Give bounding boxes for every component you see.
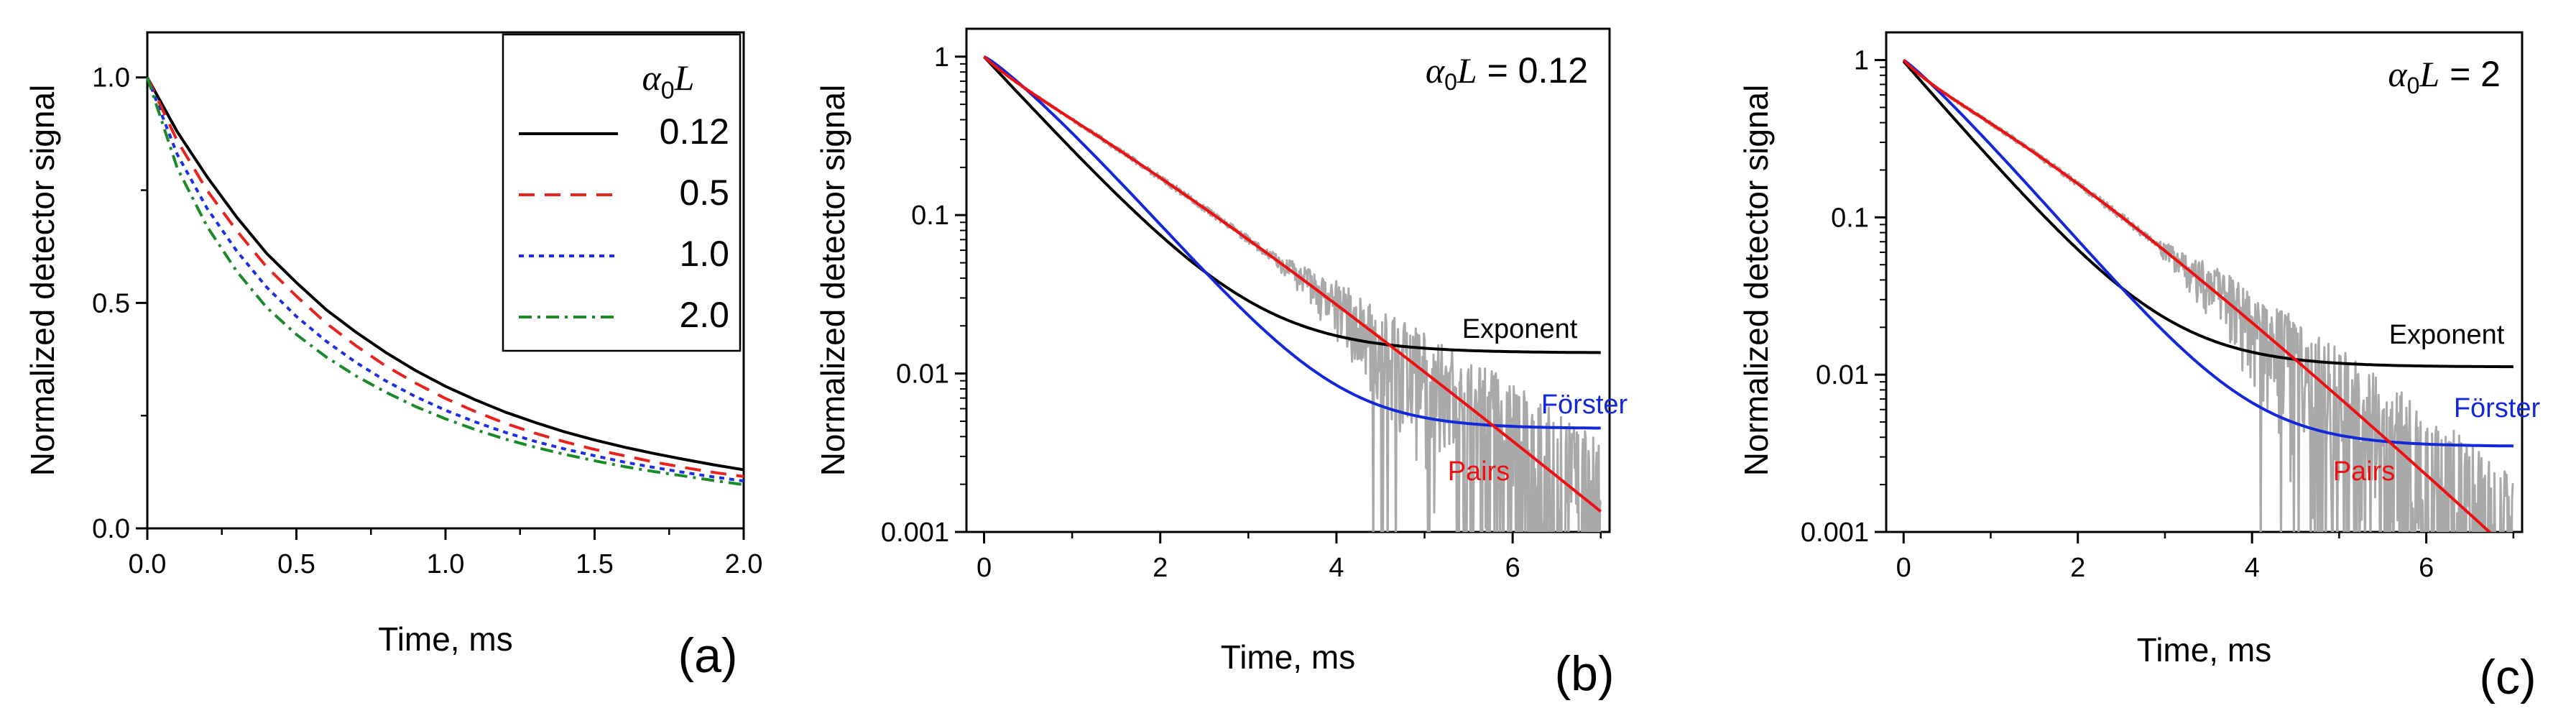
y-axis-label: Normalized detector signal (1737, 85, 1775, 477)
y-tick-label: 0.0 (92, 514, 130, 544)
legend: α0L 0.12 0.5 1.0 2.0 (502, 33, 742, 352)
y-tick-label: 0.1 (911, 201, 949, 231)
x-tick-label: 2 (1153, 553, 1168, 583)
x-tick-label: 1.0 (427, 549, 465, 579)
legend-label: 1.0 (679, 234, 729, 274)
plot-area (983, 55, 1602, 532)
series-line-Exponent (1902, 60, 2513, 369)
x-tick-label: 4 (2245, 553, 2260, 583)
x-tick-label: 0 (977, 553, 992, 583)
y-tick-label: 0.001 (1801, 518, 1869, 548)
annotation-symbol: α (2388, 54, 2408, 94)
legend-item: 0.12 (519, 111, 729, 152)
plot-frame (965, 27, 1611, 533)
plot-frame (1885, 31, 2524, 533)
annotation-value: = 2 (2439, 54, 2501, 94)
x-tick-label: 6 (1505, 553, 1520, 583)
y-tick-label: 0.01 (896, 359, 949, 390)
annotation: α0L = 0.12 (1426, 50, 1588, 95)
legend-label: 2.0 (679, 295, 729, 335)
curve-label-Pairs: Pairs (1448, 456, 1510, 487)
y-tick-label: 0.001 (881, 518, 949, 548)
series-line-0.12 (146, 76, 744, 472)
series-line-Pairs (983, 55, 1602, 513)
panel-label: (b) (1554, 646, 1614, 701)
annotation-value: = 0.12 (1477, 50, 1588, 91)
series-line-Exponent (983, 55, 1601, 354)
legend-label: 0.5 (679, 173, 729, 213)
legend-title: α0L (642, 58, 695, 104)
panel-c: 0 2 4 6 0.001 0.01 0.1 1 Time, ms Normalized dete… (1737, 31, 2541, 704)
x-tick-label: 0.0 (129, 549, 167, 579)
x-tick-label: 4 (1329, 553, 1344, 583)
annotation-symbol: α (1426, 50, 1446, 91)
x-tick-label: 0 (1896, 553, 1911, 583)
y-tick-label: 1 (1854, 46, 1869, 76)
plot-area (1902, 58, 2515, 532)
legend-title-symbol: α (642, 58, 663, 98)
x-tick-label: 2.0 (725, 549, 763, 579)
panel-b: 0 2 4 6 0.001 0.01 0.1 1 Time, ms Normalized dete… (814, 27, 1628, 701)
legend-label: 0.12 (660, 111, 729, 152)
x-axis-label: Time, ms (1221, 638, 1355, 676)
legend-title-var: L (674, 58, 695, 98)
legend-box (502, 33, 742, 352)
y-tick-label: 0.5 (92, 288, 130, 318)
annotation-sub: 0 (2407, 73, 2420, 98)
series-line-2.0 (146, 77, 744, 487)
series-line-Förster (1903, 58, 2513, 448)
y-axis-label: Normalized detector signal (814, 85, 851, 477)
panel-label: (a) (678, 628, 737, 683)
y-axis-label: Normalized detector signal (24, 85, 61, 477)
curve-label-Pairs: Pairs (2333, 456, 2396, 487)
annotation: α0L = 2 (2388, 54, 2501, 98)
legend-item: 0.5 (519, 173, 729, 213)
y-tick-label: 1.0 (92, 63, 130, 93)
x-tick-label: 6 (2419, 553, 2434, 583)
y-tick-label: 0.1 (1831, 203, 1869, 233)
curve-label-Förster: Förster (1541, 390, 1628, 420)
series-line-0.5 (146, 76, 744, 478)
x-tick-label: 1.5 (576, 549, 614, 579)
y-tick-label: 0.01 (1816, 360, 1869, 390)
curve-label-Exponent: Exponent (2389, 320, 2505, 350)
panel-label: (c) (2479, 650, 2536, 704)
series-line-Förster (983, 55, 1601, 430)
curve-label-Exponent: Exponent (1462, 314, 1578, 344)
panel-a: 0.0 0.5 1.0 1.5 2.0 0.0 0.5 1.0 Time, ms Normaliz… (24, 31, 763, 683)
x-axis-label: Time, ms (2137, 631, 2271, 669)
legend-title-sub: 0 (661, 77, 675, 104)
series-line-1.0 (146, 76, 744, 483)
x-tick-label: 0.5 (277, 549, 315, 579)
series-line-Pairs (1902, 59, 2492, 532)
x-axis-label: Time, ms (378, 620, 512, 658)
legend-item: 1.0 (519, 234, 729, 274)
y-tick-label: 1 (934, 42, 949, 73)
annotation-sub: 0 (1444, 69, 1457, 95)
annotation-var: L (1456, 50, 1477, 91)
legend-item: 2.0 (519, 295, 729, 335)
annotation-var: L (2419, 54, 2439, 94)
curve-label-Förster: Förster (2454, 393, 2541, 423)
x-tick-label: 2 (2070, 553, 2085, 583)
